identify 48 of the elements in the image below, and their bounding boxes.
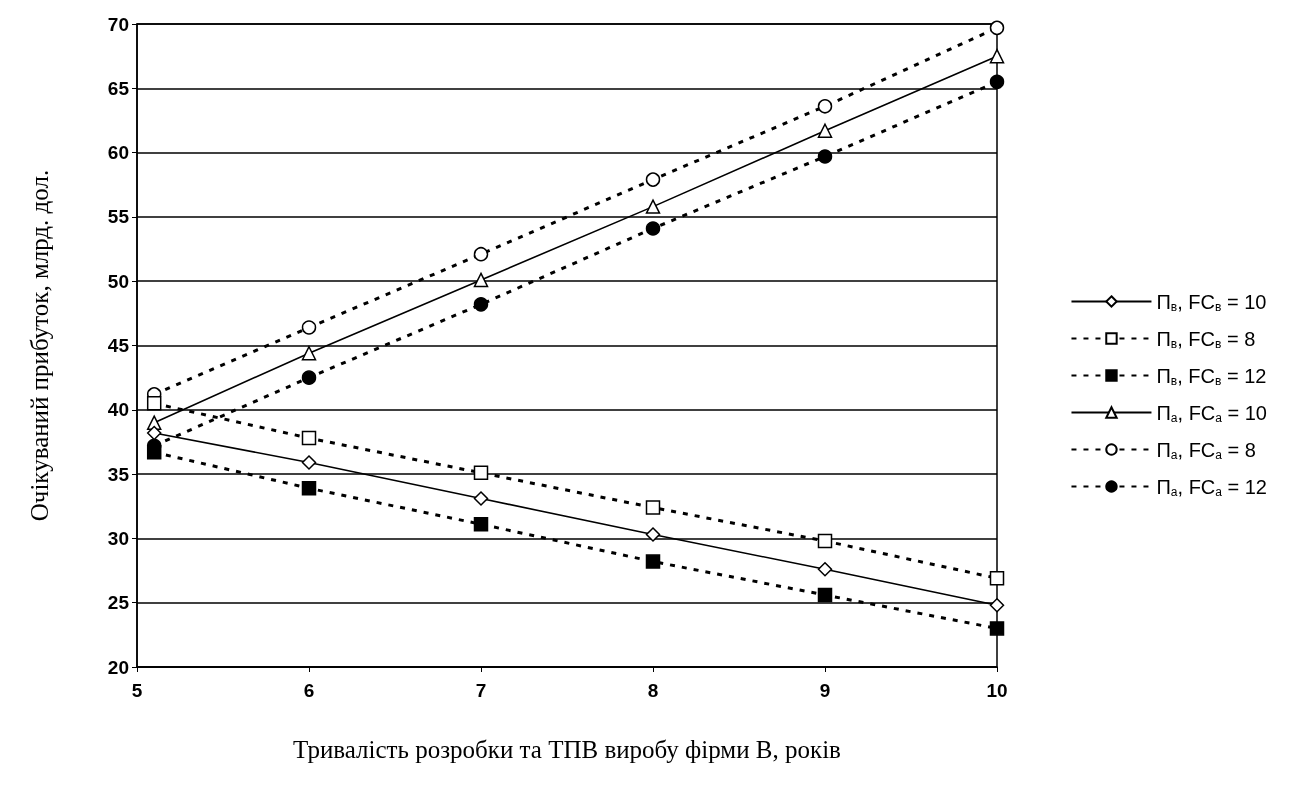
point (146, 396, 162, 411)
x-tick-label: 6 (303, 680, 315, 701)
point (645, 199, 661, 214)
y-tick-label: 55 (107, 206, 130, 228)
point (146, 444, 162, 460)
point (989, 571, 1005, 586)
y-tick-label: 50 (107, 270, 129, 292)
y-tick-label: 70 (107, 13, 129, 35)
y-axis-title: Очікуваний прибуток, млрд. дол. (26, 169, 53, 522)
point (645, 500, 661, 515)
point (817, 149, 833, 164)
point (817, 587, 833, 603)
y-tick-label: 65 (107, 77, 130, 99)
x-axis-title: Тривалість розробки та ТПВ виробу фірми B, років (293, 736, 841, 763)
y-tick-label: 40 (107, 399, 129, 421)
point (473, 272, 489, 288)
point (645, 172, 661, 187)
point (473, 246, 489, 262)
point (301, 370, 317, 385)
point (989, 74, 1005, 90)
x-tick-label: 8 (647, 680, 659, 701)
y-tick-label: 60 (107, 142, 129, 164)
point (473, 465, 489, 481)
point (473, 517, 489, 532)
x-tick-label: 7 (475, 680, 487, 701)
point (645, 221, 661, 236)
point (817, 99, 833, 114)
point (645, 554, 661, 569)
point (301, 430, 317, 446)
point (301, 320, 317, 335)
x-tick-label: 5 (131, 680, 143, 701)
point (473, 297, 489, 312)
point (817, 533, 833, 549)
point (989, 621, 1005, 636)
x-tick-label: 10 (986, 680, 1008, 701)
point (989, 20, 1005, 36)
point (817, 123, 833, 138)
y-tick-label: 20 (107, 656, 129, 678)
y-tick-label: 25 (107, 592, 130, 614)
point (817, 562, 833, 577)
y-tick-label: 35 (107, 463, 130, 485)
point (989, 48, 1005, 64)
point (989, 598, 1005, 613)
y-tick-label: 30 (107, 527, 129, 549)
y-tick-label: 45 (107, 335, 130, 356)
point (301, 345, 317, 361)
point (301, 481, 317, 496)
x-tick-label: 9 (819, 680, 831, 701)
